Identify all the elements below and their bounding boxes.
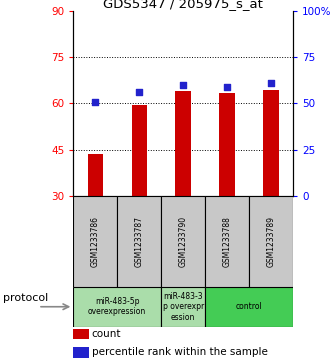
- Bar: [73, 329, 89, 339]
- Text: count: count: [92, 329, 121, 339]
- Bar: [73, 196, 117, 287]
- Text: GSM1233789: GSM1233789: [266, 216, 276, 267]
- Text: miR-483-5p
overexpression: miR-483-5p overexpression: [88, 297, 146, 317]
- Point: [224, 84, 230, 90]
- Text: miR-483-3
p overexpr
ession: miR-483-3 p overexpr ession: [163, 292, 204, 322]
- Bar: [73, 347, 89, 358]
- Point: [268, 80, 274, 86]
- Bar: [161, 287, 205, 327]
- Bar: [219, 93, 235, 196]
- Bar: [175, 91, 191, 196]
- Bar: [117, 196, 161, 287]
- Point: [93, 99, 98, 105]
- Bar: [132, 105, 147, 196]
- Text: GSM1233787: GSM1233787: [135, 216, 144, 267]
- Text: protocol: protocol: [3, 293, 49, 303]
- Bar: [249, 196, 293, 287]
- Bar: [88, 154, 103, 196]
- Text: control: control: [236, 302, 262, 311]
- Bar: [73, 287, 161, 327]
- Bar: [161, 196, 205, 287]
- Text: GSM1233788: GSM1233788: [222, 216, 232, 267]
- Point: [180, 82, 186, 88]
- Title: GDS5347 / 205975_s_at: GDS5347 / 205975_s_at: [103, 0, 263, 10]
- Bar: [205, 196, 249, 287]
- Bar: [263, 90, 279, 196]
- Point: [137, 89, 142, 95]
- Text: percentile rank within the sample: percentile rank within the sample: [92, 347, 268, 358]
- Bar: [205, 287, 293, 327]
- Text: GSM1233786: GSM1233786: [91, 216, 100, 267]
- Text: GSM1233790: GSM1233790: [178, 216, 188, 267]
